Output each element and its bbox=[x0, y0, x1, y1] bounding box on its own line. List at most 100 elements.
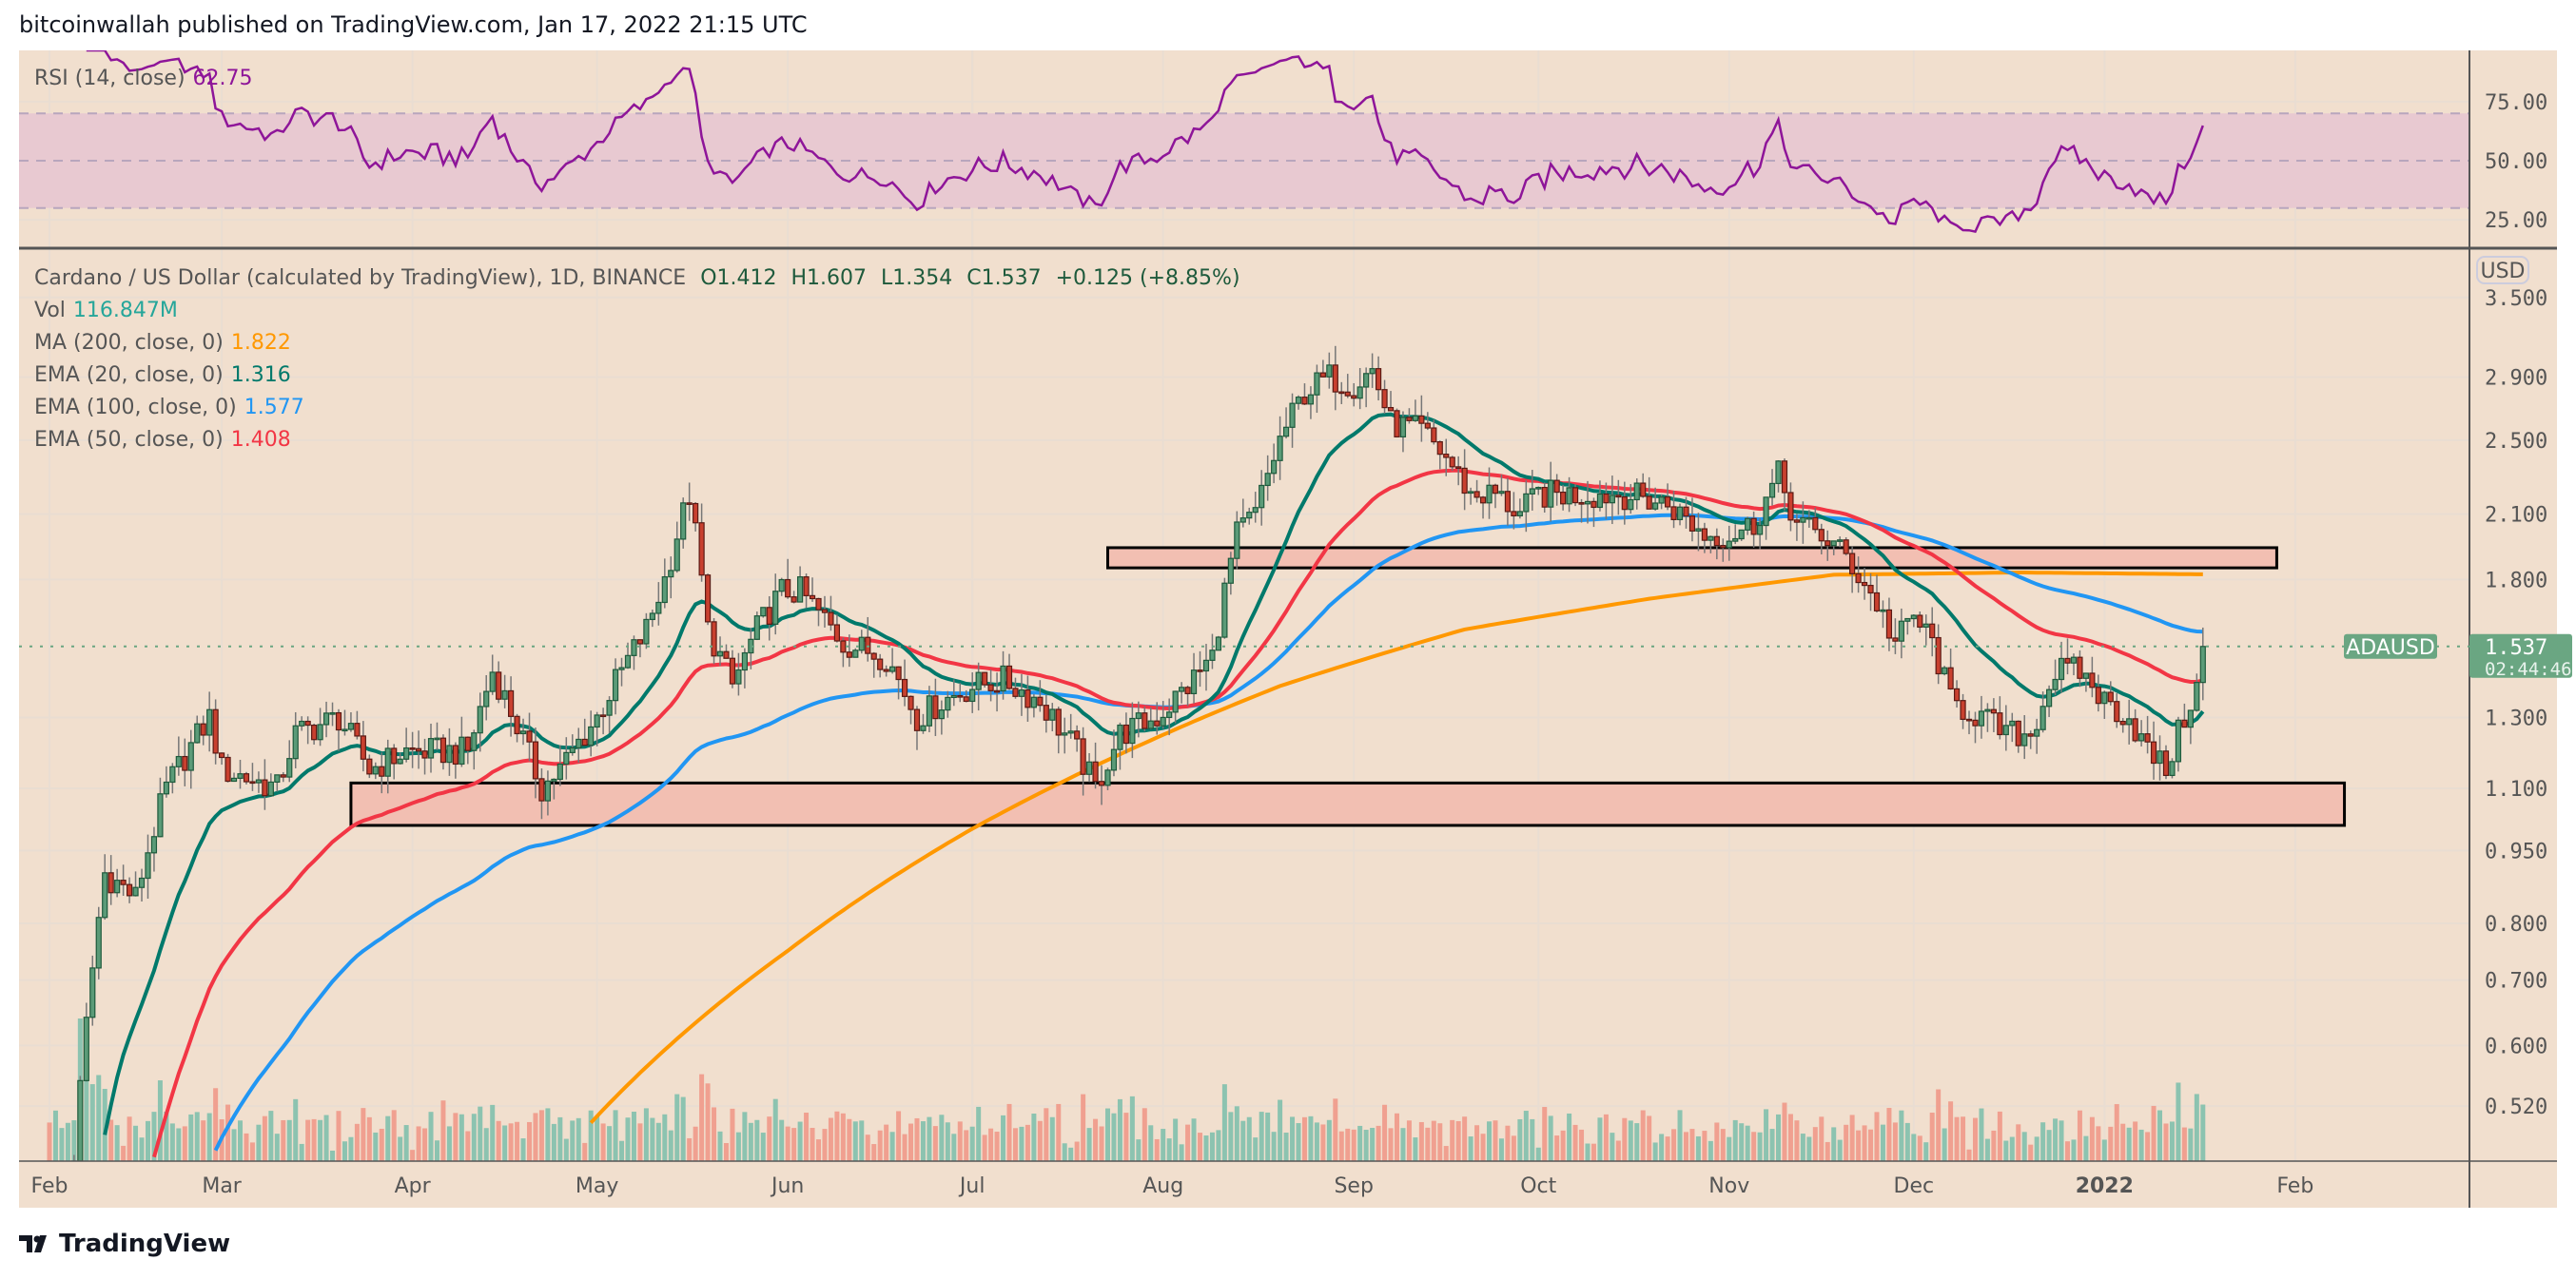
candle-up bbox=[2082, 672, 2090, 679]
candle-up bbox=[163, 781, 169, 795]
volume-bar bbox=[47, 1122, 52, 1161]
candle-down bbox=[1720, 545, 1727, 549]
volume-bar bbox=[336, 1111, 342, 1161]
candle-up bbox=[673, 538, 680, 572]
candle-down bbox=[1098, 781, 1105, 786]
candle-up bbox=[427, 738, 435, 759]
candle-down bbox=[311, 724, 318, 741]
volume-bar bbox=[607, 1126, 613, 1161]
candle-up bbox=[1763, 496, 1769, 527]
volume-bar bbox=[877, 1130, 883, 1161]
volume-bar bbox=[225, 1104, 231, 1161]
candle-down bbox=[243, 773, 250, 783]
tradingview-logo[interactable]: TradingView bbox=[19, 1230, 230, 1258]
ema50-legend[interactable]: EMA (50, close, 0) 1.408 bbox=[34, 428, 291, 452]
volume-bar bbox=[557, 1116, 563, 1161]
volume-bar bbox=[1590, 1143, 1596, 1161]
volume-bar bbox=[1523, 1111, 1529, 1161]
rsi-tick-label: 75.00 bbox=[2485, 91, 2547, 115]
volume-bar bbox=[1031, 1113, 1037, 1161]
ema100-label: EMA (100, close, 0) bbox=[34, 396, 237, 419]
candle-up bbox=[274, 774, 281, 784]
candle-up bbox=[519, 730, 527, 735]
candle-down bbox=[1375, 368, 1382, 391]
volume-bar bbox=[2089, 1116, 2095, 1161]
volume-bar bbox=[1917, 1135, 1922, 1161]
volume-bar bbox=[1129, 1096, 1135, 1161]
price-tick-label: 2.500 bbox=[2485, 430, 2547, 454]
ema100-legend[interactable]: EMA (100, close, 0) 1.577 bbox=[34, 396, 304, 419]
high-value: H1.607 bbox=[790, 266, 868, 290]
volume-bar bbox=[631, 1112, 636, 1161]
candle-up bbox=[1738, 529, 1745, 540]
volume-bar bbox=[1142, 1108, 1147, 1161]
vol-legend[interactable]: Vol 116.847M bbox=[34, 299, 178, 322]
candle-down bbox=[391, 747, 398, 765]
candle-up bbox=[132, 886, 139, 897]
candle-down bbox=[693, 502, 699, 524]
volume-bar bbox=[1997, 1111, 2002, 1161]
candle-down bbox=[993, 689, 1001, 693]
candle-down bbox=[785, 578, 791, 598]
candle-up bbox=[1584, 500, 1591, 505]
candle-up bbox=[975, 671, 982, 690]
volume-bar bbox=[1751, 1132, 1757, 1161]
currency-badge[interactable]: USD bbox=[2476, 256, 2529, 284]
volume-bar bbox=[2016, 1124, 2021, 1161]
candle-down bbox=[815, 597, 822, 611]
volume-bar bbox=[1911, 1134, 1917, 1161]
candle-up bbox=[796, 576, 804, 603]
volume-bar bbox=[1394, 1113, 1399, 1161]
volume-bar bbox=[680, 1096, 686, 1161]
time-tick-label: Oct bbox=[1520, 1174, 1556, 1198]
candle-down bbox=[1418, 415, 1425, 424]
price-tick-label: 2.100 bbox=[2485, 504, 2547, 528]
rsi-legend-value: 62.75 bbox=[192, 67, 253, 90]
candle-up bbox=[237, 773, 244, 780]
symbol-legend[interactable]: Cardano / US Dollar (calculated by Tradi… bbox=[34, 266, 1240, 290]
volume-bar bbox=[712, 1107, 717, 1161]
volume-bar bbox=[1154, 1138, 1160, 1161]
volume-bar bbox=[822, 1129, 828, 1161]
volume-bar bbox=[446, 1126, 452, 1161]
candle-down bbox=[304, 720, 311, 727]
volume-bar bbox=[1111, 1113, 1117, 1161]
candle-down bbox=[1812, 516, 1819, 531]
candle-down bbox=[1571, 487, 1579, 504]
volume-bar bbox=[323, 1115, 329, 1161]
volume-bar bbox=[403, 1125, 409, 1161]
volume-bar bbox=[730, 1108, 735, 1161]
candle-down bbox=[2132, 718, 2138, 742]
volume-bar bbox=[281, 1119, 286, 1161]
volume-bar bbox=[1732, 1119, 1738, 1161]
candle-up bbox=[2070, 656, 2078, 664]
ema20-legend[interactable]: EMA (20, close, 0) 1.316 bbox=[34, 363, 291, 387]
candle-up bbox=[292, 725, 299, 760]
volume-bar bbox=[735, 1132, 741, 1161]
volume-bar bbox=[1209, 1132, 1215, 1161]
candle-up bbox=[397, 758, 403, 765]
volume-bar bbox=[834, 1111, 840, 1161]
candle-down bbox=[1997, 712, 2003, 736]
volume-bar bbox=[305, 1119, 311, 1161]
candle-down bbox=[415, 747, 422, 752]
rsi-legend[interactable]: RSI (14, close) 62.75 bbox=[34, 67, 253, 90]
ma200-legend[interactable]: MA (200, close, 0) 1.822 bbox=[34, 331, 291, 355]
candle-up bbox=[342, 728, 348, 732]
volume-bar bbox=[1203, 1135, 1209, 1161]
candle-down bbox=[766, 607, 772, 625]
candle-up bbox=[1018, 688, 1025, 697]
volume-bar bbox=[262, 1115, 267, 1161]
candle-up bbox=[1166, 711, 1173, 719]
candle-up bbox=[2156, 750, 2163, 765]
volume-bar bbox=[655, 1122, 661, 1161]
volume-bar bbox=[2120, 1123, 2126, 1161]
volume-bar bbox=[1659, 1134, 1665, 1161]
candle-down bbox=[1351, 395, 1357, 399]
volume-bar bbox=[1173, 1118, 1179, 1161]
volume-bar bbox=[1517, 1118, 1523, 1161]
volume-bar bbox=[1333, 1098, 1338, 1161]
candle-up bbox=[1628, 498, 1634, 511]
volume-bar bbox=[2028, 1144, 2034, 1161]
